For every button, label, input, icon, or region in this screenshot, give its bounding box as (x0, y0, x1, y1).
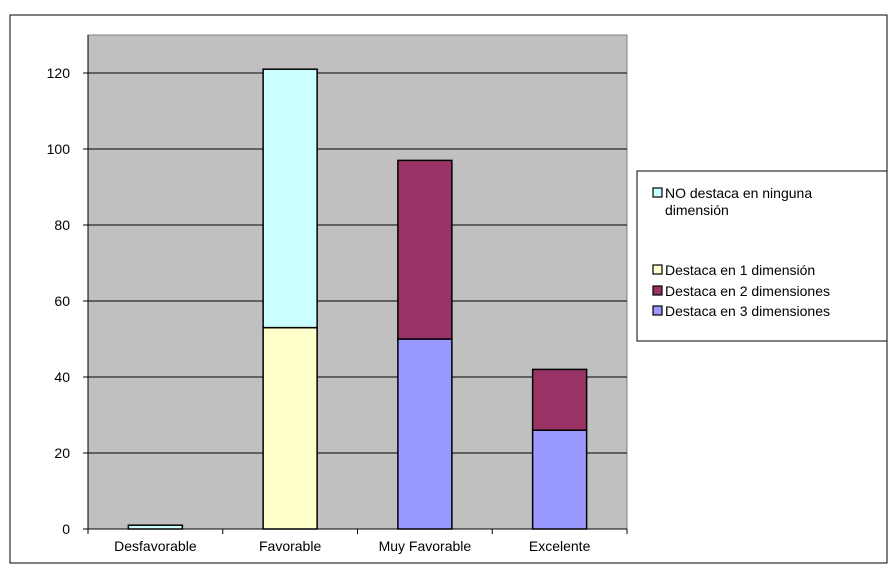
gridlines (88, 72, 627, 454)
y-tick-label: 0 (62, 521, 70, 537)
y-tick-label: 120 (47, 65, 71, 81)
bar-segment (127, 524, 184, 530)
y-tick-label: 80 (54, 217, 70, 233)
bars (127, 68, 588, 530)
legend-swatch (652, 187, 663, 198)
bar-segment (531, 368, 588, 431)
x-tick-label: Muy Favorable (379, 538, 472, 554)
bar-segment (397, 338, 453, 530)
legend-label: Destaca en 1 dimensión (665, 262, 815, 278)
y-tick-label: 20 (54, 445, 70, 461)
x-tick-label: Favorable (259, 538, 321, 554)
y-tick-label: 40 (54, 369, 70, 385)
y-axis: 0 20 40 60 80 100 120 (47, 35, 89, 537)
legend-swatch (652, 305, 663, 316)
bar-segment (262, 68, 318, 329)
bar-segment (397, 159, 453, 340)
legend-box (636, 170, 888, 342)
x-tick-label: Desfavorable (114, 538, 197, 554)
legend-swatch (652, 285, 663, 296)
x-axis: Desfavorable Favorable Muy Favorable Excele… (87, 528, 628, 554)
legend-label: Destaca en 2 dimensiones (665, 283, 830, 299)
y-tick-label: 60 (54, 293, 70, 309)
legend-swatch (652, 264, 663, 275)
legend-label: dimensión (665, 202, 729, 218)
bar-segment (531, 429, 588, 530)
x-tick-label: Excelente (529, 538, 591, 554)
bar-segment (262, 326, 318, 530)
legend-label: Destaca en 3 dimensiones (665, 303, 830, 319)
y-tick-label: 100 (47, 141, 71, 157)
legend-label: NO destaca en ninguna (665, 185, 812, 201)
